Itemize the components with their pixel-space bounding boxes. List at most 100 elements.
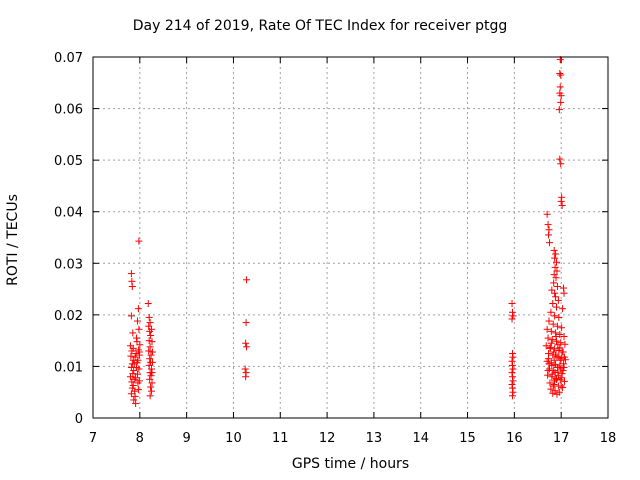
data-point — [558, 202, 566, 210]
data-point — [557, 98, 565, 106]
data-points — [126, 56, 569, 408]
x-tick-label: 9 — [182, 431, 190, 446]
data-point — [553, 375, 560, 383]
data-point — [135, 237, 143, 245]
data-point — [508, 392, 516, 400]
data-point — [147, 331, 155, 339]
data-point — [242, 319, 250, 327]
data-point — [549, 389, 557, 397]
data-point — [558, 348, 566, 356]
x-tick-label: 16 — [506, 431, 523, 446]
data-point — [129, 329, 137, 337]
data-point — [133, 317, 141, 325]
data-point — [127, 312, 135, 320]
data-point — [145, 347, 153, 355]
data-point — [509, 365, 517, 373]
x-tick-label: 14 — [412, 431, 429, 446]
data-point — [508, 315, 516, 323]
data-point — [551, 312, 559, 320]
data-point — [146, 319, 154, 327]
data-point — [553, 322, 561, 330]
data-point — [555, 313, 563, 321]
data-point — [148, 379, 156, 387]
data-point — [135, 351, 143, 359]
axis-ticks: 7 8 9 10 11 12 13 14 15 16 17 18 0 0.01 0.02 0.03 0.04 0.… — [54, 51, 616, 446]
data-point — [136, 341, 144, 349]
data-point — [148, 338, 156, 346]
data-point — [546, 344, 554, 352]
data-point — [548, 370, 556, 378]
data-point — [148, 358, 156, 366]
data-point — [509, 377, 517, 385]
data-point — [128, 378, 136, 386]
data-point — [556, 155, 564, 163]
data-point — [127, 270, 135, 278]
data-point — [544, 367, 552, 375]
data-point — [551, 289, 559, 297]
plot-frame — [92, 56, 609, 419]
y-tick-label: 0.04 — [54, 206, 83, 221]
data-point — [128, 282, 136, 290]
x-axis-label: GPS time / hours — [291, 456, 410, 472]
data-point — [553, 363, 561, 371]
x-tick-label: 13 — [366, 431, 383, 446]
x-tick-label: 11 — [272, 431, 289, 446]
data-point — [557, 382, 565, 390]
y-tick-label: 0.03 — [54, 257, 83, 272]
x-tick-label: 10 — [225, 431, 242, 446]
y-tick-label: 0.07 — [54, 51, 83, 66]
data-point — [557, 365, 565, 373]
data-point — [545, 231, 553, 239]
x-tick-label: 18 — [600, 431, 617, 446]
data-point — [542, 342, 550, 350]
data-point — [132, 374, 140, 382]
data-point — [544, 221, 552, 229]
data-point — [553, 303, 560, 311]
data-point — [133, 334, 141, 342]
x-tick-label: 8 — [136, 431, 144, 446]
data-point — [545, 239, 553, 247]
data-point — [553, 390, 561, 398]
data-point — [135, 325, 143, 333]
data-point — [557, 92, 565, 100]
data-point — [552, 351, 560, 359]
data-point — [148, 387, 156, 395]
data-point — [549, 300, 557, 308]
data-point — [556, 344, 564, 352]
data-point — [147, 372, 155, 380]
x-tick-label: 7 — [89, 431, 97, 446]
data-point — [558, 374, 566, 382]
data-point — [553, 258, 560, 266]
data-point — [557, 71, 565, 79]
data-point — [552, 274, 560, 282]
data-point — [135, 365, 143, 373]
data-point — [148, 325, 156, 333]
data-point — [560, 333, 568, 341]
data-point — [559, 305, 567, 313]
data-point — [557, 160, 565, 168]
data-point — [133, 370, 141, 378]
data-point — [508, 300, 516, 308]
x-tick-label: 12 — [319, 431, 336, 446]
data-point — [553, 267, 561, 275]
data-point — [550, 348, 558, 356]
data-point — [132, 350, 140, 358]
data-point — [555, 106, 563, 114]
data-point — [551, 254, 559, 262]
data-point — [560, 360, 568, 368]
data-point — [129, 344, 137, 352]
data-point — [549, 320, 557, 328]
data-point — [127, 390, 135, 398]
data-point — [131, 392, 139, 400]
data-point — [545, 360, 553, 368]
data-point — [546, 379, 554, 387]
data-point — [553, 282, 561, 290]
data-point — [544, 334, 552, 342]
data-point — [551, 263, 559, 271]
data-point — [558, 324, 566, 332]
grid-lines — [93, 57, 608, 418]
data-point — [554, 296, 562, 304]
data-point — [548, 336, 556, 344]
data-point — [560, 377, 568, 385]
